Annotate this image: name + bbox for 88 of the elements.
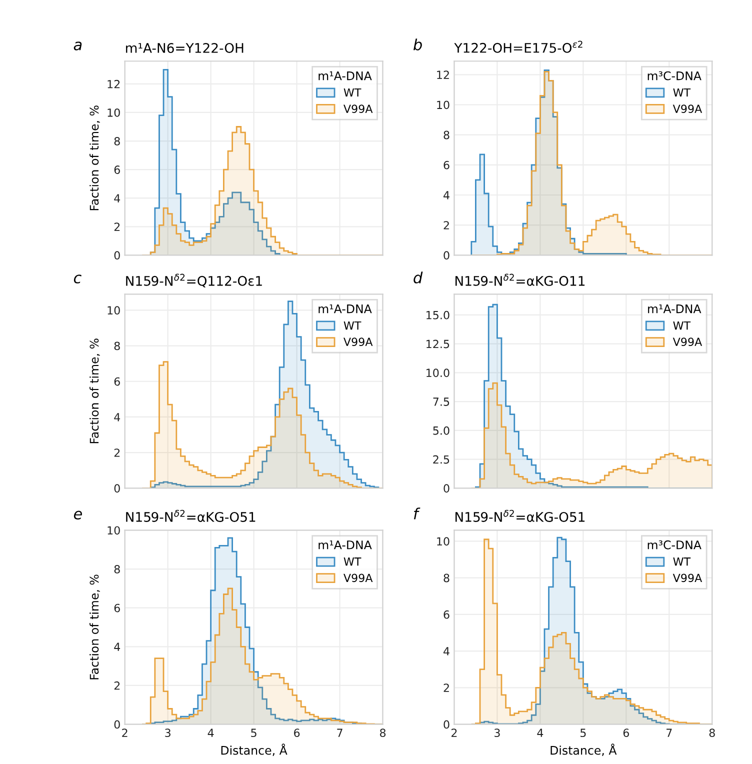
y-tick-label: 4: [114, 642, 120, 651]
y-tick-label: 8: [114, 137, 120, 146]
chart-title: N159-N$^{δ2}$=Q112-Oε1: [126, 274, 262, 288]
y-tick-label: 10.0: [426, 368, 450, 378]
y-tick-label: 2: [114, 222, 120, 231]
y-tick-label: 12: [108, 80, 120, 88]
y-tick-label: 12: [437, 70, 449, 79]
text: d: [414, 272, 423, 284]
y-tick-label: 6: [114, 604, 120, 612]
y-tick-label: 8: [444, 574, 450, 582]
y-tick-label: 12.5: [426, 340, 450, 348]
y-tick-label: 15.0: [426, 310, 450, 320]
x-tick-label: 5: [580, 728, 586, 738]
y-axis-title: Faction of time, %: [90, 574, 100, 680]
legend-label: WT: [673, 321, 691, 330]
text: b: [413, 38, 422, 50]
legend-label: WT: [673, 88, 691, 97]
legend-title: m³C-DNA: [648, 540, 702, 550]
y-tick-label: 4: [444, 647, 450, 656]
y-tick-label: 2: [444, 684, 449, 692]
legend-title: m¹A-DNA: [648, 304, 702, 314]
y-tick-label: 5.0: [433, 426, 450, 435]
text: f: [414, 508, 420, 520]
y-tick-label: 6: [444, 610, 450, 619]
y-tick-label: 2: [114, 448, 120, 457]
y-tick-label: 7.5: [433, 398, 450, 406]
y-tick-label: 0: [444, 484, 450, 493]
y-tick-label: 8: [114, 342, 120, 350]
y-tick-label: 0: [444, 720, 450, 729]
legend-label: V99A: [672, 338, 702, 346]
y-axis-title: Faction of time, %: [90, 338, 100, 444]
y-tick-label: 0: [114, 484, 120, 493]
x-tick-label: 5: [251, 728, 256, 738]
y-tick-label: 6: [114, 166, 120, 174]
x-tick-label: 7: [337, 728, 342, 737]
x-tick-label: 2: [122, 728, 128, 737]
text: c: [74, 274, 82, 284]
y-tick-label: 2: [114, 681, 120, 690]
y-tick-label: 8: [114, 565, 120, 574]
chart-title: Y122-OH=E175-O$^{ε2}$: [454, 40, 582, 53]
x-tick-label: 7: [666, 728, 672, 737]
x-tick-label: 6: [294, 728, 300, 738]
legend-title: m¹A-DNA: [318, 540, 372, 550]
chart-title: m¹A-N6=Y122-OH: [126, 42, 244, 53]
y-tick-label: 4: [444, 191, 450, 200]
x-axis-title: Distance, Å: [550, 744, 617, 756]
y-tick-label: 0: [114, 251, 120, 260]
y-tick-label: 2.5: [433, 455, 450, 464]
chart-title: N159-N$^{δ2}$=αKG-O51: [126, 510, 256, 522]
legend-label: V99A: [344, 104, 373, 114]
x-tick-label: 4: [208, 728, 214, 737]
x-tick-label: 3: [494, 728, 500, 738]
x-tick-label: 2: [451, 728, 457, 737]
legend-label: V99A: [344, 574, 373, 582]
legend-title: m¹A-DNA: [318, 71, 372, 80]
legend-label: V99A: [344, 338, 373, 346]
text: a: [74, 42, 82, 50]
y-tick-label: 4: [114, 194, 120, 202]
y-tick-label: 10: [108, 108, 120, 117]
y-tick-label: 6: [114, 377, 120, 386]
legend-label: V99A: [672, 104, 702, 114]
x-tick-label: 6: [623, 728, 629, 738]
chart-title: N159-N$^{δ2}$=αKG-O51: [456, 510, 585, 522]
y-tick-label: 10: [108, 306, 120, 315]
x-tick-label: 3: [165, 728, 170, 738]
text: e: [74, 510, 82, 520]
y-tick-label: 10: [437, 100, 450, 110]
x-tick-label: 4: [537, 728, 544, 737]
x-tick-label: 8: [709, 728, 715, 738]
y-tick-label: 6: [444, 160, 450, 170]
chart-title: N159-N$^{δ2}$=αKG-O11: [456, 274, 585, 286]
x-tick-label: 8: [380, 728, 386, 738]
legend-title: m¹A-DNA: [318, 304, 372, 314]
legend-title: m³C-DNA: [648, 71, 702, 80]
legend-label: WT: [673, 558, 691, 566]
legend-label: V99A: [672, 574, 702, 582]
legend-label: WT: [344, 558, 362, 566]
y-tick-label: 10: [108, 526, 120, 535]
x-axis-title: Distance, Å: [221, 744, 288, 756]
legend-label: WT: [344, 321, 362, 330]
y-tick-label: 10: [437, 537, 450, 546]
y-tick-label: 0: [114, 720, 120, 729]
y-tick-label: 4: [114, 413, 120, 422]
y-axis-title: Faction of time, %: [90, 106, 100, 210]
y-tick-label: 8: [444, 130, 450, 140]
y-tick-label: 2: [444, 221, 449, 230]
y-tick-label: 0: [444, 251, 450, 260]
legend-label: WT: [344, 88, 362, 97]
